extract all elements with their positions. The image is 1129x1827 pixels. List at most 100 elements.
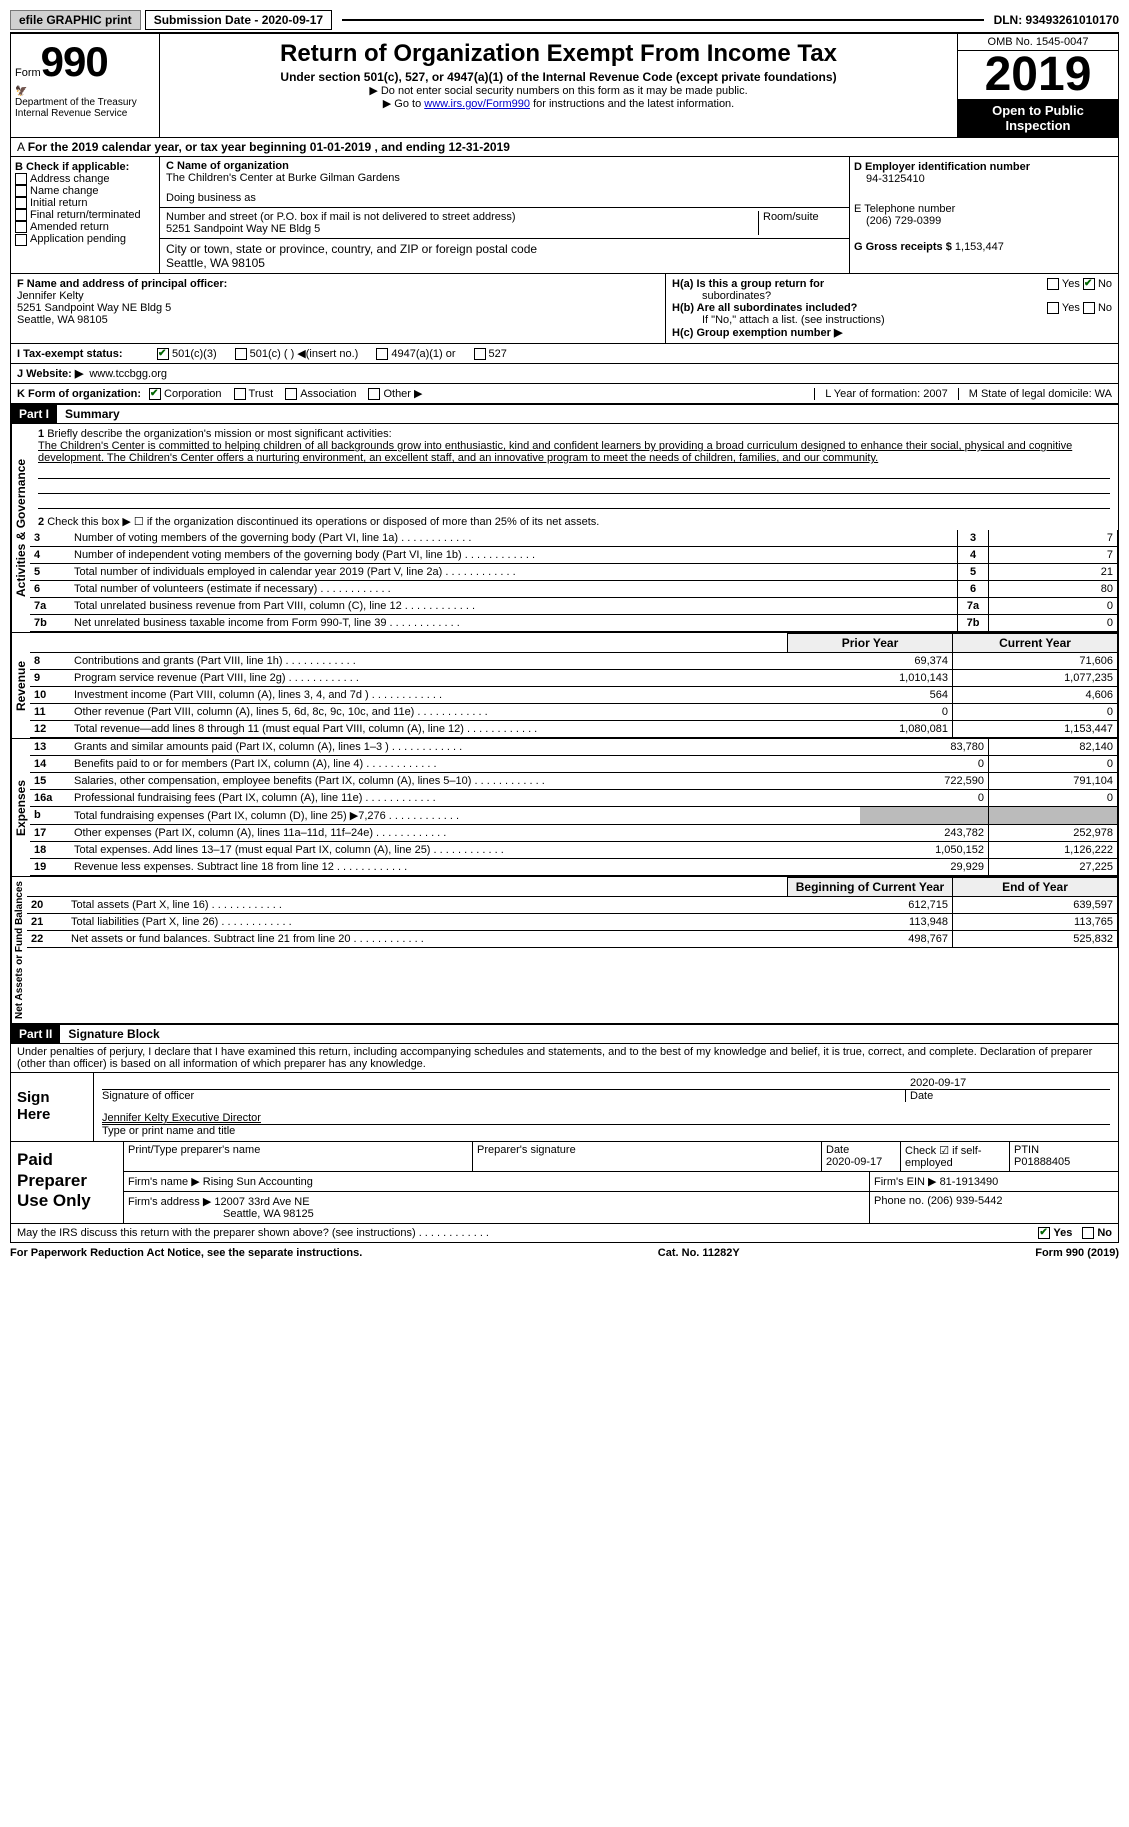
col-d: D Employer identification number 94-3125… [850, 157, 1118, 273]
part2-title: Signature Block [60, 1025, 167, 1043]
chk-other[interactable] [368, 388, 380, 400]
lbl-501c: 501(c) ( ) ◀(insert no.) [250, 347, 359, 360]
ein-label: D Employer identification number [854, 161, 1114, 173]
netassets-table: Beginning of Current Year End of Year 20… [27, 877, 1118, 948]
tel: (206) 729-0399 [854, 215, 1114, 227]
part1-header: Part I Summary [10, 404, 1119, 424]
footer-right: Form 990 (2019) [1035, 1247, 1119, 1259]
dln: DLN: 93493261010170 [994, 13, 1119, 27]
lbl-527: 527 [489, 348, 507, 360]
chk-amended-return[interactable] [15, 221, 27, 233]
chk-527[interactable] [474, 348, 486, 360]
chk-name-change[interactable] [15, 185, 27, 197]
expenses-table: 13Grants and similar amounts paid (Part … [30, 739, 1118, 876]
footer-left: For Paperwork Reduction Act Notice, see … [10, 1247, 362, 1259]
line2-text: Check this box ▶ ☐ if the organization d… [47, 516, 599, 528]
room-suite-label: Room/suite [759, 211, 843, 235]
hb-no[interactable] [1083, 302, 1095, 314]
ha-yes[interactable] [1047, 278, 1059, 290]
org-name: The Children's Center at Burke Gilman Ga… [166, 172, 843, 184]
firm-ein: 81-1913490 [940, 1176, 999, 1188]
dba-label: Doing business as [166, 192, 843, 204]
col-curr: Current Year [953, 634, 1118, 653]
city: Seattle, WA 98105 [166, 256, 843, 270]
chk-501c3[interactable] [157, 348, 169, 360]
chk-initial-return[interactable] [15, 197, 27, 209]
expenses-section: Expenses 13Grants and similar amounts pa… [10, 739, 1119, 877]
discuss-no[interactable] [1082, 1227, 1094, 1239]
open-to-public: Open to Public Inspection [958, 99, 1118, 137]
part2-header: Part II Signature Block [10, 1024, 1119, 1044]
prep-self-emp: Check ☑ if self-employed [901, 1142, 1010, 1171]
lbl-corp: Corporation [164, 388, 221, 400]
discuss-yes[interactable] [1038, 1227, 1050, 1239]
ha-no[interactable] [1083, 278, 1095, 290]
chk-trust[interactable] [234, 388, 246, 400]
lbl-amended-return: Amended return [30, 221, 109, 233]
street-label: Number and street (or P.O. box if mail i… [166, 211, 754, 223]
tel-label: E Telephone number [854, 203, 1114, 215]
row-i: I Tax-exempt status: 501(c)(3) 501(c) ( … [10, 344, 1119, 364]
sign-here-block: Sign Here 2020-09-17 Signature of office… [10, 1073, 1119, 1142]
chk-4947[interactable] [376, 348, 388, 360]
irs-logo: 🦅 [15, 86, 155, 97]
form-subtitle: Under section 501(c), 527, or 4947(a)(1)… [170, 70, 947, 84]
lbl-other: Other ▶ [383, 387, 422, 400]
chk-address-change[interactable] [15, 173, 27, 185]
officer-name: Jennifer Kelty [17, 290, 659, 302]
col-boy: Beginning of Current Year [788, 878, 953, 897]
vtab-gov: Activities & Governance [11, 424, 30, 632]
firm-name: Rising Sun Accounting [203, 1176, 313, 1188]
lbl-name-change: Name change [30, 185, 99, 197]
prep-sig-lbl: Preparer's signature [473, 1142, 822, 1171]
chk-501c[interactable] [235, 348, 247, 360]
vtab-netassets: Net Assets or Fund Balances [11, 877, 27, 1023]
col-c: C Name of organization The Children's Ce… [160, 157, 850, 273]
part2-tag: Part II [11, 1025, 60, 1043]
goto-note-post: for instructions and the latest informat… [530, 98, 734, 110]
firm-phone-lbl: Phone no. [874, 1195, 924, 1207]
row-j: J Website: ▶ www.tccbgg.org [10, 364, 1119, 384]
k-label: K Form of organization: [17, 388, 141, 400]
officer-addr2: Seattle, WA 98105 [17, 314, 659, 326]
form-number: 990 [41, 38, 108, 85]
ha-no-lbl: No [1098, 278, 1112, 290]
gross-label: G Gross receipts $ [854, 241, 952, 253]
name-title-label: Type or print name and title [102, 1124, 1110, 1137]
goto-note-pre: Go to [383, 98, 424, 110]
vtab-expenses: Expenses [11, 739, 30, 876]
officer-printed-name: Jennifer Kelty Executive Director [102, 1112, 1110, 1124]
chk-final-return[interactable] [15, 209, 27, 221]
i-label: I Tax-exempt status: [17, 348, 157, 360]
prep-date-lbl: Date [826, 1144, 849, 1156]
hb-yes[interactable] [1047, 302, 1059, 314]
gross-receipts: 1,153,447 [955, 241, 1004, 253]
ein: 94-3125410 [854, 173, 1114, 185]
form-word: Form [15, 67, 41, 79]
ssn-note: Do not enter social security numbers on … [170, 84, 947, 97]
row-klm: K Form of organization: Corporation Trus… [10, 384, 1119, 404]
firm-ein-lbl: Firm's EIN ▶ [874, 1176, 937, 1188]
blank-line-1 [38, 464, 1110, 479]
chk-app-pending[interactable] [15, 234, 27, 246]
blank-line-2 [38, 479, 1110, 494]
hb-label: H(b) Are all subordinates included? [672, 302, 1047, 314]
submission-date: Submission Date - 2020-09-17 [145, 10, 332, 30]
form990-link[interactable]: www.irs.gov/Form990 [424, 98, 530, 110]
hb-yes-lbl: Yes [1062, 302, 1080, 314]
efile-print-button[interactable]: efile GRAPHIC print [10, 10, 141, 30]
officer-addr1: 5251 Sandpoint Way NE Bldg 5 [17, 302, 659, 314]
firm-addr2: Seattle, WA 98125 [128, 1208, 314, 1220]
part1-tag: Part I [11, 405, 57, 423]
line1-label: Briefly describe the organization's miss… [47, 428, 391, 440]
chk-assoc[interactable] [285, 388, 297, 400]
part1-title: Summary [57, 405, 128, 423]
sign-date: 2020-09-17 [910, 1077, 1110, 1089]
col-eoy: End of Year [953, 878, 1118, 897]
section-bcd: B Check if applicable: Address change Na… [10, 157, 1119, 274]
col-prior: Prior Year [788, 634, 953, 653]
netassets-section: Net Assets or Fund Balances Beginning of… [10, 877, 1119, 1024]
firm-addr: 12007 33rd Ave NE [214, 1196, 309, 1208]
lbl-trust: Trust [249, 388, 274, 400]
chk-corp[interactable] [149, 388, 161, 400]
